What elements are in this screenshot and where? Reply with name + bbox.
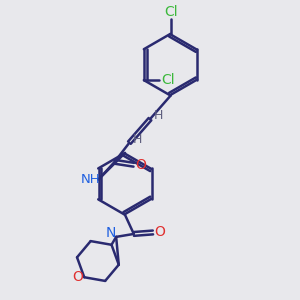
Text: Cl: Cl <box>161 73 175 87</box>
Text: N: N <box>106 226 116 240</box>
Text: H: H <box>154 109 163 122</box>
Text: H: H <box>133 133 142 146</box>
Text: O: O <box>72 270 83 284</box>
Text: O: O <box>135 158 146 172</box>
Text: O: O <box>154 226 165 239</box>
Text: Cl: Cl <box>164 5 177 19</box>
Text: NH: NH <box>80 173 100 186</box>
